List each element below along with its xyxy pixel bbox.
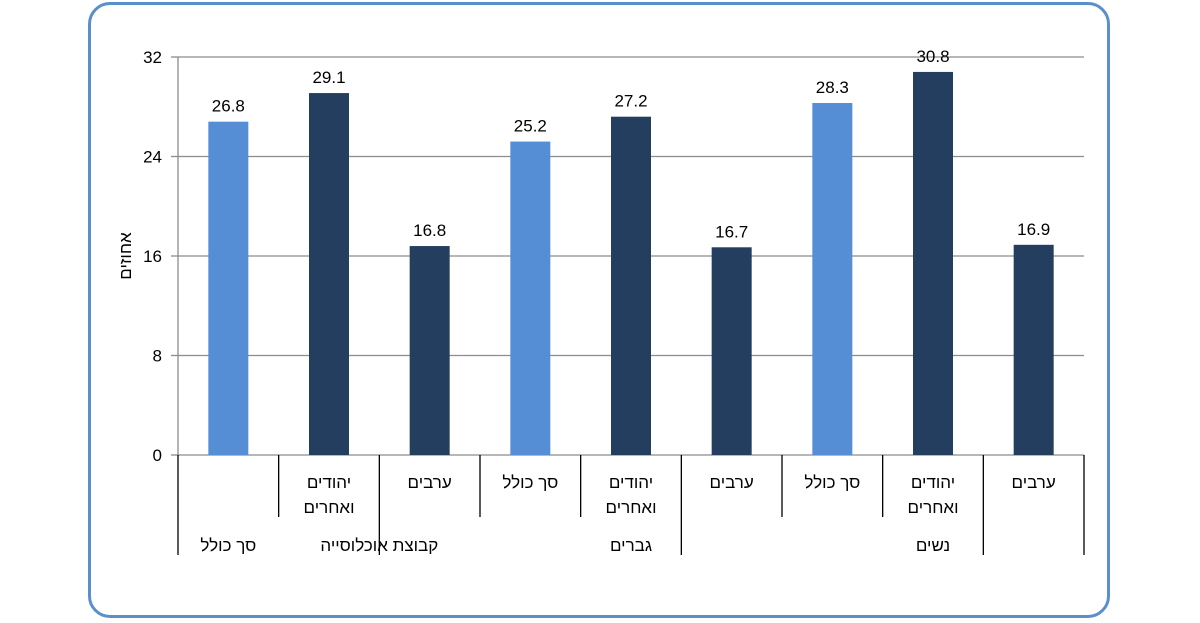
bar xyxy=(309,93,349,455)
category-label: יהודים xyxy=(307,473,351,492)
category-label: ערבים xyxy=(710,473,754,492)
bar xyxy=(711,247,752,455)
bar-value-label: 26.8 xyxy=(212,97,245,116)
y-tick-label: 16 xyxy=(143,247,162,266)
group-label: סך כולל xyxy=(200,536,256,555)
bar-value-label: 27.2 xyxy=(614,92,647,111)
group-label: נשים xyxy=(916,536,950,555)
bar xyxy=(812,103,853,456)
category-label: יהודים xyxy=(609,473,653,492)
y-tick-label: 0 xyxy=(153,446,162,465)
y-tick-label: 8 xyxy=(153,347,162,366)
y-tick-label: 24 xyxy=(143,148,162,167)
category-label: ואחרים xyxy=(908,498,959,517)
group-label: גברים xyxy=(610,536,652,555)
bar xyxy=(1013,244,1054,455)
bar xyxy=(510,141,551,455)
bar xyxy=(611,116,651,455)
bar-value-label: 16.7 xyxy=(715,222,748,241)
category-label: ערבים xyxy=(1012,473,1056,492)
y-axis-title: אחוזים xyxy=(116,232,135,280)
bar-value-label: 16.8 xyxy=(413,221,446,240)
y-tick-label: 32 xyxy=(143,48,162,67)
category-label: סך כולל xyxy=(804,473,860,492)
group-label: קבוצת אוכלוסייה xyxy=(320,536,438,555)
bar-value-label: 16.9 xyxy=(1017,220,1050,239)
bar xyxy=(409,246,450,455)
category-label: יהודים xyxy=(911,473,955,492)
category-label: ערבים xyxy=(408,473,452,492)
category-label: סך כולל xyxy=(502,473,558,492)
category-label: ואחרים xyxy=(304,498,355,517)
bar-value-label: 25.2 xyxy=(514,117,547,136)
bar-value-label: 29.1 xyxy=(312,68,345,87)
bar xyxy=(208,121,249,456)
bar-value-label: 28.3 xyxy=(816,78,849,97)
category-label: ואחרים xyxy=(606,498,657,517)
bar xyxy=(913,71,953,456)
bar-value-label: 30.8 xyxy=(916,47,949,66)
